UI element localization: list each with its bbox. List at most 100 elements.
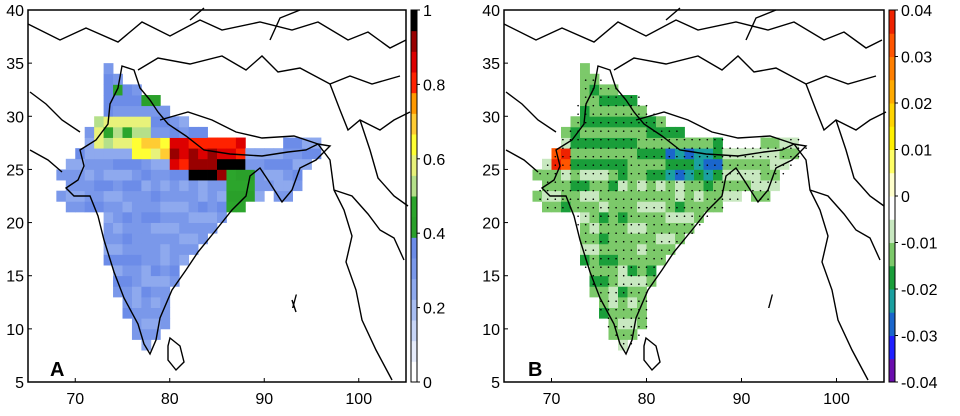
stipple-dot — [615, 181, 617, 183]
stipple-dot — [577, 138, 579, 141]
map-cell — [179, 180, 190, 192]
map-cell — [217, 211, 227, 223]
stipple-dot — [653, 232, 655, 234]
stipple-dot — [653, 164, 655, 166]
stipple-dot — [584, 121, 587, 124]
map-cell — [198, 190, 208, 202]
stipple-dot — [676, 198, 678, 200]
stipple-dot — [767, 155, 769, 158]
stipple-dot — [562, 198, 564, 200]
map-cell — [684, 180, 695, 192]
stipple-dot — [622, 130, 625, 132]
stipple-dot — [622, 181, 625, 183]
y-tick-label: 20 — [482, 216, 500, 233]
stipple-dot — [607, 155, 610, 158]
colorbar-segment — [889, 126, 895, 150]
map-cell — [131, 296, 142, 308]
stipple-dot — [622, 189, 625, 192]
map-cell — [141, 95, 152, 107]
map-cell — [627, 180, 638, 192]
stipple-dot — [774, 181, 777, 183]
map-cell — [618, 307, 628, 319]
map-cell — [646, 211, 657, 223]
x-tick-label: 90 — [255, 391, 273, 408]
colorbar-tick-label: 0.01 — [901, 143, 932, 160]
map-cell — [113, 254, 123, 266]
map-cell — [665, 222, 676, 234]
map-cell — [627, 265, 638, 277]
map-cell — [618, 233, 628, 245]
map-cell — [75, 148, 86, 160]
y-tick-label: 40 — [482, 3, 500, 20]
colorbar-tick-label: 0.2 — [423, 301, 445, 318]
map-cell — [589, 180, 600, 192]
map-cell — [684, 211, 695, 223]
map-cell — [122, 275, 133, 287]
map-cell — [141, 265, 152, 277]
stipple-dot — [592, 189, 595, 192]
stipple-dot — [630, 257, 633, 260]
map-cell — [235, 190, 246, 202]
map-cell — [150, 318, 161, 330]
map-cell — [217, 158, 227, 170]
stipple-dot — [592, 130, 595, 132]
map-cell — [656, 211, 666, 223]
map-cell — [188, 169, 199, 181]
stipple-dot — [660, 181, 663, 183]
map-cell — [561, 169, 571, 181]
map-cell — [94, 148, 104, 160]
stipple-dot — [622, 325, 625, 328]
map-cell — [532, 169, 543, 181]
stipple-dot — [607, 164, 610, 166]
map-cell — [160, 254, 171, 266]
stipple-dot — [569, 181, 572, 183]
stipple-dot — [615, 317, 617, 320]
stipple-dot — [805, 147, 807, 149]
stipple-dot — [698, 155, 701, 158]
map-cell — [599, 158, 609, 170]
map-cell — [198, 148, 208, 160]
map-cell — [103, 169, 114, 181]
stipple-dot — [752, 189, 754, 192]
stipple-dot — [630, 300, 633, 303]
stipple-dot — [554, 172, 557, 175]
map-cell — [141, 339, 152, 351]
stipple-dot — [584, 79, 587, 81]
colorbar-segment — [411, 72, 417, 94]
stipple-dot — [729, 198, 731, 200]
map-cell — [94, 169, 104, 181]
stipple-dot — [752, 147, 754, 149]
map-cell — [122, 84, 133, 96]
stipple-dot — [630, 308, 633, 311]
map-cell — [542, 169, 552, 181]
map-cell — [103, 243, 114, 255]
stipple-dot — [744, 155, 747, 158]
stipple-dot — [607, 206, 610, 209]
map-cell — [226, 158, 237, 170]
stipple-dot — [668, 249, 671, 252]
colorbar-segment — [411, 113, 417, 135]
map-cell — [618, 286, 628, 298]
map-cell — [150, 328, 161, 340]
map-cell — [254, 190, 265, 202]
map-cell — [235, 158, 246, 170]
map-cell — [150, 190, 161, 202]
stipple-dot — [660, 155, 663, 158]
colorbar-segment — [889, 10, 895, 34]
map-cell — [141, 116, 152, 128]
stipple-dot — [653, 240, 655, 243]
map-cell — [637, 254, 647, 266]
stipple-dot — [600, 138, 602, 141]
map-cell — [113, 169, 123, 181]
map-cell — [179, 201, 190, 213]
map-cell — [103, 180, 114, 192]
stipple-dot — [653, 266, 655, 269]
map-cell — [245, 148, 256, 160]
stipple-dot — [691, 223, 693, 226]
map-cell — [599, 84, 609, 96]
map-cell — [198, 201, 208, 213]
map-cell — [703, 169, 714, 181]
map-cell — [656, 137, 666, 149]
map-cell — [627, 201, 638, 213]
